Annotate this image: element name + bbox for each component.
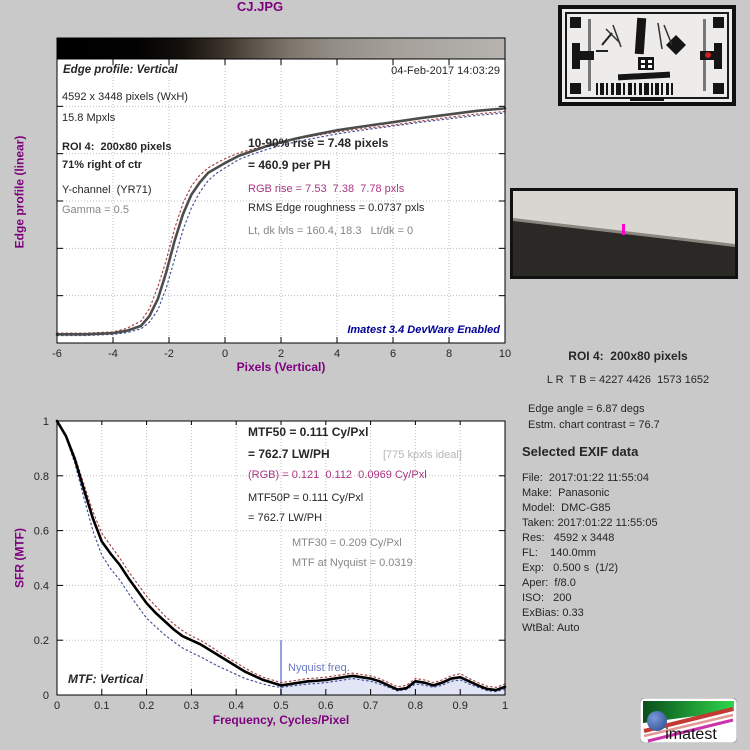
edge-ticks [56, 58, 506, 344]
edge-ylabel: Edge profile (linear) [12, 135, 27, 249]
exif-taken: Taken: 2017:01:22 11:55:05 [522, 517, 658, 529]
channel-info: Y-channel (YR71) [62, 184, 152, 196]
svg-text:4: 4 [334, 348, 340, 360]
mtf50p-line2: = 762.7 LW/PH [248, 512, 323, 524]
svg-text:0.9: 0.9 [453, 700, 468, 712]
roi-closeup-thumbnail [510, 188, 738, 279]
svg-text:0.2: 0.2 [139, 700, 154, 712]
mtf50-line2: = 762.7 LW/PH [248, 447, 330, 461]
svg-text:1: 1 [43, 416, 49, 428]
roi-size: ROI 4: 200x80 pixels [62, 141, 172, 153]
exif-iso: ISO: 200 [522, 592, 572, 604]
edge-marker-icon [622, 224, 625, 235]
exif-model: Model: DMC-G85 [522, 502, 611, 514]
mtf-xlabel: Frequency, Cycles/Pixel [212, 713, 350, 727]
svg-text:10: 10 [499, 348, 511, 360]
exif-exp: Exp: 0.500 s (1/2) [522, 562, 618, 574]
mtf-x-tick-labels: 0 0.1 0.2 0.3 0.4 0.5 0.6 0.7 0.8 0.9 1 [54, 700, 508, 712]
svg-text:0.1: 0.1 [94, 700, 109, 712]
svg-text:0.8: 0.8 [34, 471, 49, 483]
timestamp: 04-Feb-2017 14:03:29 [391, 65, 500, 77]
mtf-rgb: (RGB) = 0.121 0.112 0.0969 Cy/Pxl [248, 469, 427, 481]
mtf50-line1: MTF50 = 0.111 Cy/Pxl [248, 425, 369, 439]
rise-line1: 10-90% rise = 7.48 pixels [248, 136, 389, 150]
image-dimensions: 4592 x 3448 pixels (WxH) [62, 91, 188, 103]
mtf50p-line1: MTF50P = 0.111 Cy/Pxl [248, 492, 364, 504]
svg-text:6: 6 [390, 348, 396, 360]
ideal-note: [775 kpxls ideal] [383, 449, 462, 461]
exif-aper: Aper: f/8.0 [522, 577, 576, 589]
exif-exbias: ExBias: 0.33 [522, 607, 584, 619]
mtf-corner-label: MTF: Vertical [68, 672, 143, 686]
rgb-rise: RGB rise = 7.53 7.38 7.78 pxls [248, 183, 405, 195]
svg-text:-4: -4 [108, 348, 118, 360]
edge-x-tick-labels: -6 -4 -2 0 2 4 6 8 10 [52, 348, 511, 360]
logo-wordmark: imatest [665, 726, 717, 743]
svg-text:0: 0 [222, 348, 228, 360]
svg-text:2: 2 [278, 348, 284, 360]
roi-position: 71% right of ctr [62, 159, 143, 171]
test-chart-thumbnail [558, 5, 736, 106]
exif-fl: FL: 140.0mm [522, 547, 596, 559]
svg-text:0.8: 0.8 [408, 700, 423, 712]
edge-angle: Edge angle = 6.87 degs [528, 403, 645, 415]
rms-roughness: RMS Edge roughness = 0.0737 pxls [248, 202, 425, 214]
svg-text:0: 0 [54, 700, 60, 712]
svg-text:0.7: 0.7 [363, 700, 378, 712]
mtf30: MTF30 = 0.209 Cy/Pxl [292, 537, 402, 549]
exif-make: Make: Panasonic [522, 487, 610, 499]
roi-lrtb: L R T B = 4227 4426 1573 1652 [546, 374, 710, 386]
light-dark-levels: Lt, dk lvls = 160.4, 18.3 Lt/dk = 0 [248, 225, 414, 237]
svg-text:-2: -2 [164, 348, 174, 360]
gamma-info: Gamma = 0.5 [62, 204, 129, 216]
exif-title: Selected EXIF data [522, 444, 639, 459]
exif-file: File: 2017:01:22 11:55:04 [522, 472, 650, 484]
roi-marker-dot [705, 52, 711, 58]
svg-text:0.4: 0.4 [229, 700, 244, 712]
svg-text:0.2: 0.2 [34, 635, 49, 647]
devware-watermark: Imatest 3.4 DevWare Enabled [347, 324, 500, 336]
mtf-ticks [56, 420, 506, 696]
svg-text:0.4: 0.4 [34, 580, 49, 592]
mtf-y-tick-labels: 0 0.2 0.4 0.6 0.8 1 [34, 416, 49, 702]
mtf-ylabel: SFR (MTF) [12, 528, 27, 588]
svg-text:-6: -6 [52, 348, 62, 360]
edge-profile-header: Edge profile: Vertical [63, 64, 178, 76]
svg-text:8: 8 [446, 348, 452, 360]
svg-text:0.6: 0.6 [34, 526, 49, 538]
roi-info-title: ROI 4: 200x80 pixels [568, 349, 688, 363]
edge-grid [57, 59, 505, 343]
exif-res: Res: 4592 x 3448 [522, 532, 615, 544]
svg-text:0.6: 0.6 [318, 700, 333, 712]
exif-wtbal: WtBal: Auto [522, 622, 580, 634]
nyquist-label: Nyquist freq. [288, 662, 350, 674]
svg-text:0.3: 0.3 [184, 700, 199, 712]
mtf-at-nyquist: MTF at Nyquist = 0.0319 [292, 557, 413, 569]
rise-line2: = 460.9 per PH [248, 158, 331, 172]
imatest-logo: imatest [640, 698, 737, 743]
megapixels: 15.8 Mpxls [62, 112, 116, 124]
page-title: CJ.JPG [236, 0, 284, 14]
chart-contrast: Estm. chart contrast = 76.7 [528, 419, 660, 431]
svg-text:0: 0 [43, 690, 49, 702]
edge-xlabel: Pixels (Vertical) [236, 360, 326, 374]
svg-text:0.5: 0.5 [273, 700, 288, 712]
svg-text:1: 1 [502, 700, 508, 712]
